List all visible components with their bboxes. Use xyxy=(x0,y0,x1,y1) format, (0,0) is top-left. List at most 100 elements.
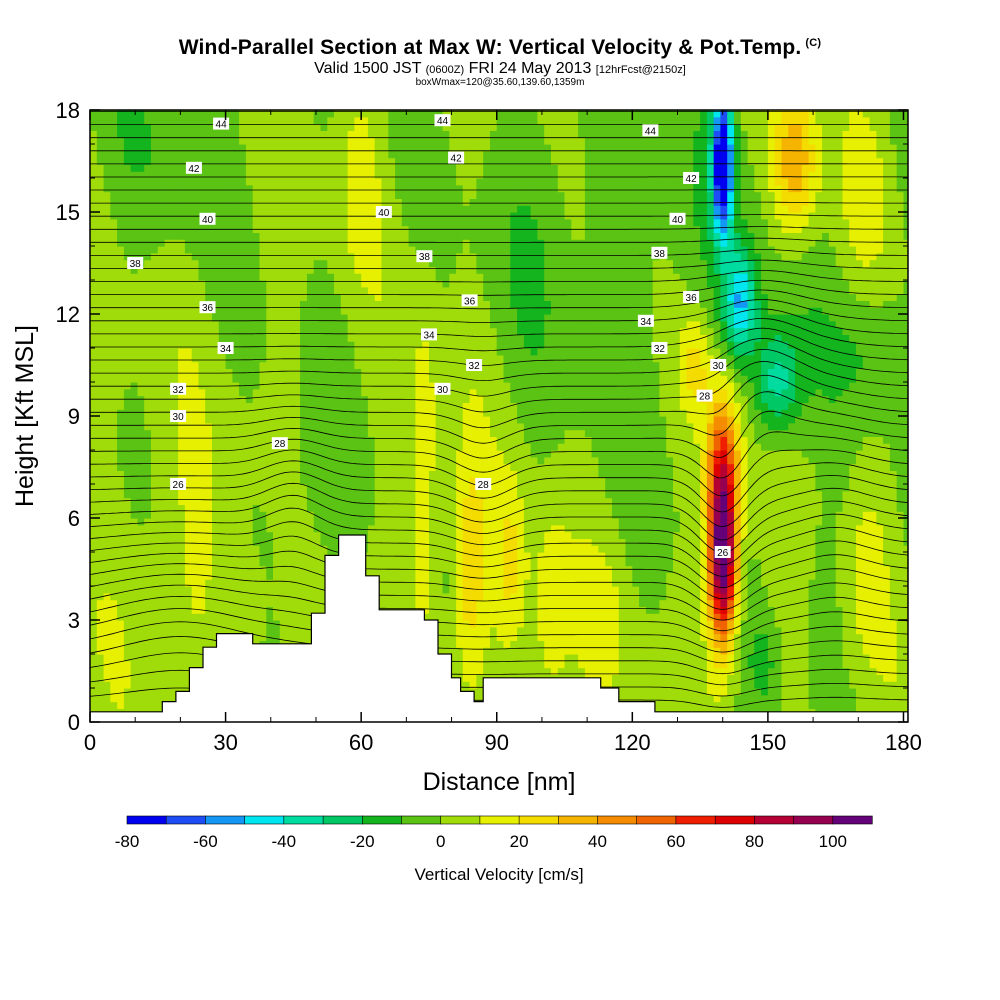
velocity-cell xyxy=(110,178,118,186)
velocity-cell xyxy=(205,504,213,512)
velocity-cell xyxy=(184,368,193,376)
velocity-cell xyxy=(442,538,450,546)
velocity-cell xyxy=(171,565,179,573)
velocity-cell xyxy=(306,110,315,118)
velocity-cell xyxy=(151,218,159,227)
velocity-cell xyxy=(435,640,444,648)
velocity-cell xyxy=(340,259,349,267)
velocity-cell xyxy=(137,327,145,335)
velocity-cell xyxy=(198,599,206,607)
velocity-cell xyxy=(110,388,118,397)
velocity-cell xyxy=(429,157,437,165)
velocity-cell xyxy=(205,280,213,288)
velocity-cell xyxy=(293,232,301,240)
velocity-cell xyxy=(259,232,267,240)
velocity-cell xyxy=(171,511,179,519)
velocity-cell xyxy=(300,334,308,342)
velocity-cell xyxy=(252,579,261,587)
velocity-cell xyxy=(123,484,132,492)
velocity-cell xyxy=(144,681,152,689)
velocity-cell xyxy=(395,497,403,505)
velocity-cell xyxy=(449,456,457,465)
velocity-cell xyxy=(130,565,139,573)
velocity-cell xyxy=(388,599,396,607)
velocity-cell xyxy=(90,116,98,125)
velocity-cell xyxy=(347,184,355,193)
velocity-cell xyxy=(327,531,335,539)
velocity-cell xyxy=(300,375,308,383)
velocity-cell xyxy=(96,606,105,614)
velocity-cell xyxy=(151,164,159,172)
velocity-cell xyxy=(306,314,315,322)
velocity-cell xyxy=(252,307,261,315)
velocity-cell xyxy=(388,511,396,519)
velocity-cell xyxy=(218,164,227,172)
velocity-cell xyxy=(340,157,349,165)
velocity-cell xyxy=(327,266,335,274)
velocity-cell xyxy=(286,150,294,159)
velocity-cell xyxy=(245,613,254,621)
velocity-cell xyxy=(110,436,118,444)
velocity-cell xyxy=(381,504,389,512)
velocity-cell xyxy=(313,246,322,254)
velocity-cell xyxy=(388,484,396,492)
velocity-cell xyxy=(259,327,267,335)
velocity-cell xyxy=(117,599,125,607)
velocity-cell xyxy=(340,395,349,403)
velocity-cell xyxy=(137,422,145,431)
velocity-cell xyxy=(178,184,186,193)
velocity-cell xyxy=(456,660,464,669)
velocity-cell xyxy=(273,293,281,301)
velocity-cell xyxy=(144,171,152,179)
velocity-cell xyxy=(415,586,423,594)
velocity-cell xyxy=(205,110,213,118)
velocity-cell xyxy=(90,443,98,451)
velocity-cell xyxy=(232,341,240,349)
velocity-cell xyxy=(334,341,342,349)
velocity-cell xyxy=(429,402,437,410)
velocity-cell xyxy=(300,280,308,288)
velocity-cell xyxy=(218,314,227,322)
velocity-cell xyxy=(347,375,355,383)
velocity-cell xyxy=(252,388,261,397)
velocity-cell xyxy=(178,354,186,363)
velocity-cell xyxy=(212,334,220,342)
velocity-cell xyxy=(103,116,111,125)
velocity-cell xyxy=(96,266,105,274)
velocity-cell xyxy=(218,586,227,594)
velocity-cell xyxy=(408,477,416,485)
velocity-cell xyxy=(191,320,200,329)
velocity-cell xyxy=(306,395,315,403)
velocity-cell xyxy=(117,164,125,172)
velocity-cell xyxy=(442,280,450,288)
velocity-cell xyxy=(96,293,105,301)
velocity-cell xyxy=(442,599,450,607)
velocity-cell xyxy=(266,144,274,152)
velocity-cell xyxy=(110,579,118,587)
velocity-cell xyxy=(422,545,430,553)
velocity-cell xyxy=(198,511,206,519)
velocity-cell xyxy=(144,613,152,621)
velocity-cell xyxy=(293,184,301,193)
velocity-cell xyxy=(367,212,376,220)
velocity-cell xyxy=(408,259,416,267)
velocity-cell xyxy=(164,531,172,539)
velocity-cell xyxy=(90,592,98,601)
velocity-cell xyxy=(273,538,281,546)
velocity-cell xyxy=(395,388,403,397)
velocity-cell xyxy=(327,273,335,281)
velocity-cell xyxy=(130,402,139,410)
velocity-cell xyxy=(212,443,220,451)
velocity-cell xyxy=(144,484,152,492)
velocity-cell xyxy=(381,422,389,431)
velocity-cell xyxy=(239,110,247,118)
velocity-cell xyxy=(137,633,145,641)
velocity-cell xyxy=(266,552,274,560)
velocity-cell xyxy=(164,157,172,165)
velocity-cell xyxy=(232,198,240,206)
velocity-cell xyxy=(184,497,193,505)
velocity-cell xyxy=(388,232,396,240)
velocity-cell xyxy=(422,375,430,383)
velocity-cell xyxy=(320,504,328,512)
velocity-cell xyxy=(422,429,430,437)
